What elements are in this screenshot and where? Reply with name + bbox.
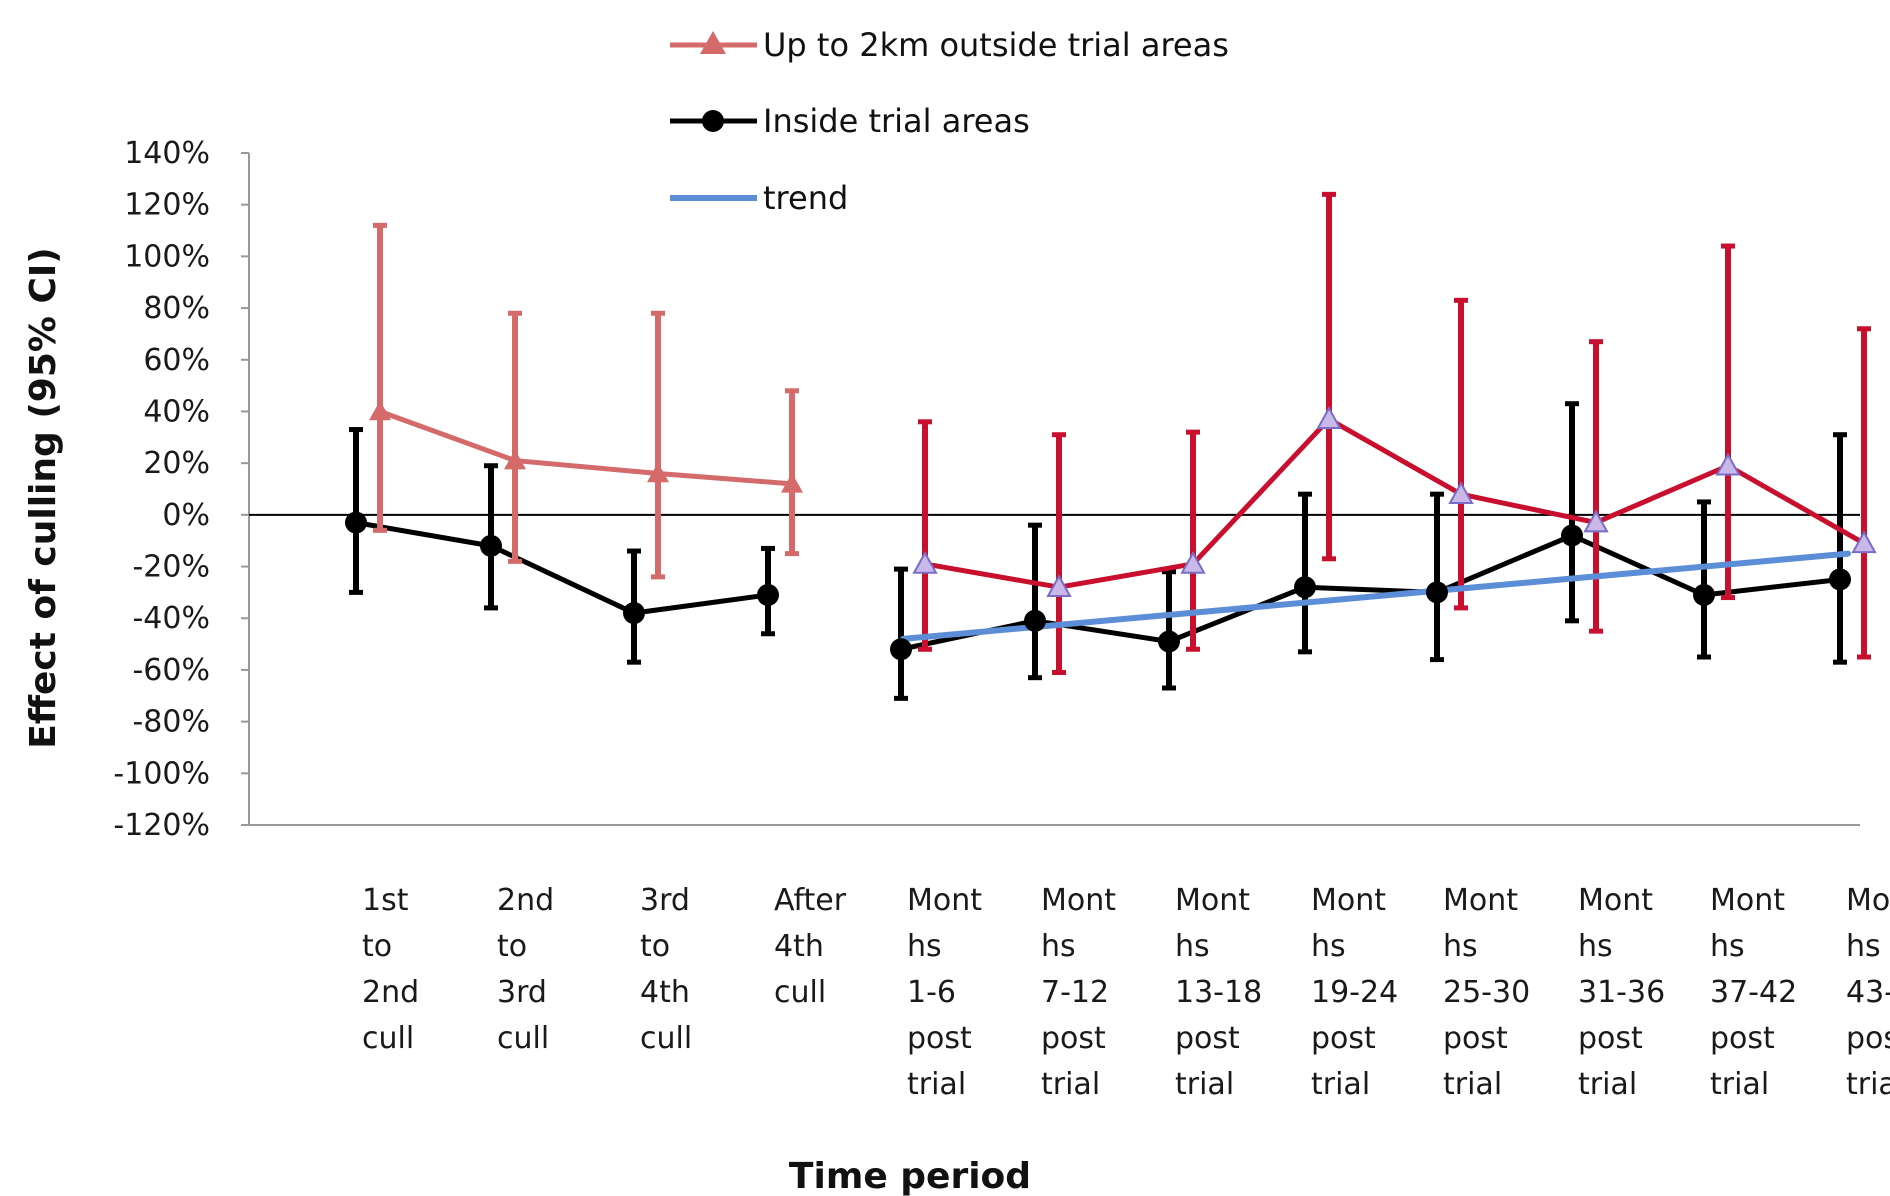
y-tick-label: 100% xyxy=(124,239,210,274)
y-tick-label: 140% xyxy=(124,136,210,171)
outside-point xyxy=(1853,532,1875,552)
y-tick-label: 20% xyxy=(143,446,210,481)
legend-item-outside: Up to 2km outside trial areas xyxy=(670,26,1229,64)
x-category-label: Mont hs 37-42 post trial xyxy=(1710,883,1797,1102)
legend-label-outside: Up to 2km outside trial areas xyxy=(763,26,1229,64)
outside-point xyxy=(1318,408,1340,428)
legend: Up to 2km outside trial areas Inside tri… xyxy=(670,26,1229,217)
y-tick-label: -80% xyxy=(132,705,210,740)
inside-point xyxy=(1024,610,1046,632)
legend-marker-circle-icon xyxy=(702,110,724,132)
y-tick-label: -20% xyxy=(132,550,210,585)
x-category-label: Mont hs 19-24 post trial xyxy=(1311,883,1398,1102)
x-category-label: Mont hs 7-12 post trial xyxy=(1041,883,1116,1102)
legend-item-inside: Inside trial areas xyxy=(670,102,1030,140)
inside-point xyxy=(1158,630,1180,652)
inside-point xyxy=(345,512,367,534)
y-tick-label: 40% xyxy=(143,394,210,429)
inside-point xyxy=(623,602,645,624)
inside-line xyxy=(356,523,768,613)
series-marks xyxy=(345,194,1875,698)
x-category-label: 2nd to 3rd cull xyxy=(497,883,554,1056)
outside-point xyxy=(369,400,391,420)
inside-point xyxy=(480,535,502,557)
y-tick-label: -60% xyxy=(132,653,210,688)
x-category-label: Mont hs 25-30 post trial xyxy=(1443,883,1530,1102)
inside-point xyxy=(757,584,779,606)
inside-point xyxy=(1294,576,1316,598)
y-tick-label: -40% xyxy=(132,601,210,636)
inside-point xyxy=(1829,568,1851,590)
y-tick-label: 80% xyxy=(143,291,210,326)
outside-point xyxy=(1450,483,1472,503)
x-category-label: 3rd to 4th cull xyxy=(640,883,692,1056)
legend-label-trend: trend xyxy=(763,179,848,217)
x-category-label: 1st to 2nd cull xyxy=(362,883,419,1056)
y-tick-label: -100% xyxy=(113,756,210,791)
outside-point xyxy=(1717,455,1739,475)
y-axis-ticks: 140% 120% 100% 80% 60% 40% 20% 0% -20% -40% -60% -8… xyxy=(113,136,249,843)
y-axis-title: Effect of culling (95% CI) xyxy=(23,247,64,749)
legend-label-inside: Inside trial areas xyxy=(763,102,1030,140)
x-category-label: Mont hs 13-18 post trial xyxy=(1175,883,1262,1102)
y-tick-label: 60% xyxy=(143,343,210,378)
x-axis-title: Time period xyxy=(789,1156,1031,1196)
x-axis-category-labels: 1st to 2nd cull 2nd to 3rd cull 3rd to 4th cull Afte… xyxy=(362,883,1890,1102)
y-tick-label: -120% xyxy=(113,808,210,843)
inside-point xyxy=(890,638,912,660)
inside-point xyxy=(1693,584,1715,606)
legend-item-trend: trend xyxy=(670,179,848,217)
x-category-label: After 4th cull xyxy=(774,883,847,1010)
y-tick-label: 120% xyxy=(124,188,210,223)
inside-point xyxy=(1561,525,1583,547)
x-category-label: Mont hs 1-6 post trial xyxy=(907,883,982,1102)
y-tick-label: 0% xyxy=(162,498,210,533)
x-category-label: Mont hs 31-36 post trial xyxy=(1578,883,1665,1102)
x-category-label: Months43-48posttrial xyxy=(1846,883,1890,1102)
inside-point xyxy=(1426,581,1448,603)
outside-line xyxy=(380,411,792,483)
